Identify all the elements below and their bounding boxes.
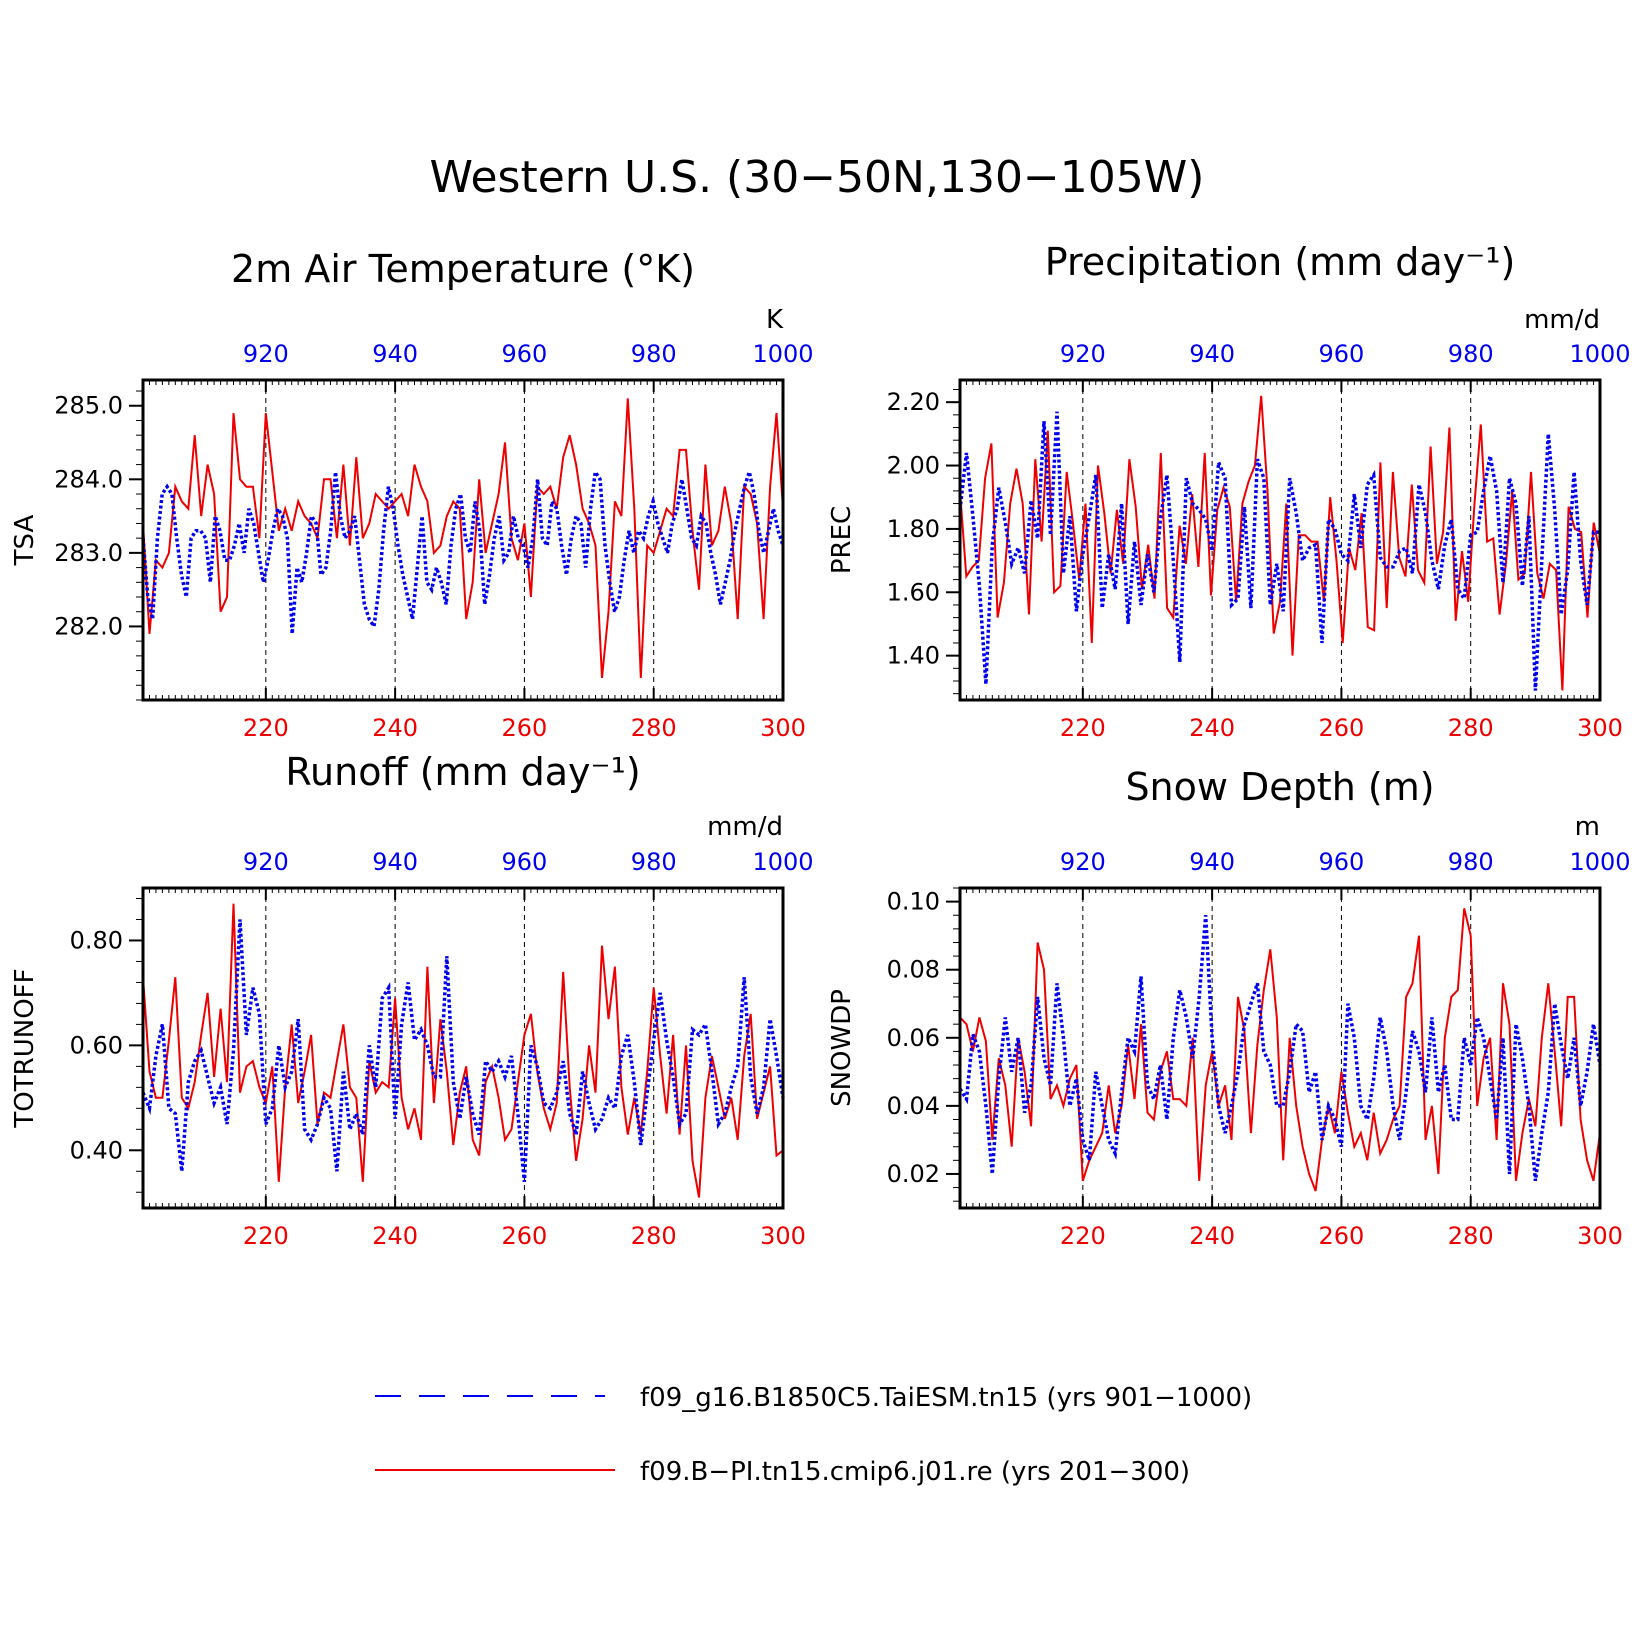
x-tick-label-top: 1000 — [1569, 848, 1630, 876]
x-tick-label-bottom: 240 — [1189, 714, 1235, 742]
figure-title: Western U.S. (30−50N,130−105W) — [430, 152, 1205, 203]
panel-3: Runoff (mm day⁻¹) mm/d TOTRUNOFF 220 920 240 9… — [10, 750, 814, 1250]
panel-title: Runoff (mm day⁻¹) — [285, 750, 640, 794]
x-tick-label-bottom: 260 — [1319, 714, 1365, 742]
x-tick-label-top: 920 — [243, 848, 289, 876]
legend-label-series-b: f09.B−PI.tn15.cmip6.j01.re (yrs 201−300) — [640, 1457, 1190, 1487]
x-tick-label-top: 980 — [631, 340, 677, 368]
x-tick-label-top: 960 — [502, 340, 548, 368]
series-line-b — [142, 398, 784, 678]
series-line-a — [958, 915, 1602, 1182]
series-line-a — [958, 411, 1600, 691]
y-tick-label: 285.0 — [54, 392, 123, 420]
x-tick-label-bottom: 280 — [631, 1222, 677, 1250]
x-tick-label-top: 960 — [1319, 848, 1365, 876]
x-tick-label-bottom: 280 — [1448, 714, 1494, 742]
x-tick-label-bottom: 220 — [243, 1222, 289, 1250]
x-tick-label-bottom: 260 — [1319, 1222, 1365, 1250]
y-tick-label: 1.60 — [887, 578, 940, 606]
y-tick-label: 284.0 — [54, 465, 123, 493]
plot-frame — [958, 886, 1602, 1210]
y-tick-label: 1.40 — [887, 642, 940, 670]
x-tick-label-top: 980 — [631, 848, 677, 876]
x-tick-label-bottom: 300 — [1577, 1222, 1623, 1250]
y-tick-label: 1.80 — [887, 515, 940, 543]
y-tick-label: 0.60 — [70, 1031, 123, 1059]
panel-4: Snow Depth (m) m SNOWDP 220 920 240 940 260 960 2… — [827, 765, 1631, 1250]
y-tick-label: 0.08 — [887, 956, 940, 984]
panel-title: 2m Air Temperature (°K) — [231, 247, 695, 291]
panel-title: Precipitation (mm day⁻¹) — [1045, 240, 1516, 284]
unit-label: K — [766, 305, 784, 335]
y-tick-label: 0.04 — [887, 1092, 940, 1120]
y-axis-label: PREC — [827, 506, 857, 574]
x-tick-label-top: 920 — [1060, 848, 1106, 876]
x-tick-label-bottom: 280 — [631, 714, 677, 742]
y-tick-label: 283.0 — [54, 539, 123, 567]
unit-label: m — [1575, 812, 1600, 842]
x-tick-label-bottom: 300 — [760, 714, 806, 742]
panel-1: 2m Air Temperature (°K) K TSA 220 920 240 940 2… — [10, 247, 814, 742]
y-tick-label: 0.06 — [887, 1024, 940, 1052]
x-tick-label-top: 1000 — [752, 848, 813, 876]
x-tick-label-top: 960 — [502, 848, 548, 876]
x-tick-label-top: 940 — [1189, 340, 1235, 368]
x-tick-label-top: 1000 — [1569, 340, 1630, 368]
x-tick-label-top: 980 — [1448, 848, 1494, 876]
series-line-b — [959, 395, 1601, 691]
x-tick-label-top: 920 — [1060, 340, 1106, 368]
x-tick-label-bottom: 280 — [1448, 1222, 1494, 1250]
x-tick-label-bottom: 220 — [1060, 1222, 1106, 1250]
y-axis-label: SNOWDP — [827, 989, 857, 1107]
y-axis-label: TOTRUNOFF — [10, 968, 40, 1128]
series-line-b — [142, 903, 784, 1198]
x-tick-label-bottom: 240 — [372, 1222, 418, 1250]
y-tick-label: 0.02 — [887, 1160, 940, 1188]
x-tick-label-top: 920 — [243, 340, 289, 368]
plot-frame — [958, 378, 1602, 702]
legend: f09_g16.B1850C5.TaiESM.tn15 (yrs 901−100… — [375, 1383, 1252, 1487]
x-tick-label-top: 1000 — [752, 340, 813, 368]
x-tick-label-bottom: 260 — [502, 1222, 548, 1250]
x-tick-label-top: 940 — [1189, 848, 1235, 876]
y-axis-label: TSA — [10, 514, 40, 566]
x-tick-label-top: 960 — [1319, 340, 1365, 368]
x-tick-label-bottom: 240 — [372, 714, 418, 742]
plot-frame — [141, 378, 785, 702]
x-tick-label-bottom: 240 — [1189, 1222, 1235, 1250]
x-tick-label-top: 980 — [1448, 340, 1494, 368]
y-tick-label: 282.0 — [54, 612, 123, 640]
unit-label: mm/d — [707, 812, 783, 842]
y-tick-label: 0.40 — [70, 1136, 123, 1164]
series-line-a — [141, 919, 785, 1182]
panels: 2m Air Temperature (°K) K TSA 220 920 240 940 2… — [10, 240, 1631, 1250]
unit-label: mm/d — [1524, 305, 1600, 335]
x-tick-label-bottom: 220 — [243, 714, 289, 742]
panel-title: Snow Depth (m) — [1125, 765, 1434, 809]
x-tick-label-bottom: 300 — [760, 1222, 806, 1250]
x-tick-label-top: 940 — [372, 848, 418, 876]
series-line-b — [959, 908, 1601, 1192]
y-tick-label: 2.00 — [887, 452, 940, 480]
x-tick-label-top: 940 — [372, 340, 418, 368]
x-tick-label-bottom: 260 — [502, 714, 548, 742]
plot-frame — [141, 886, 785, 1210]
y-tick-label: 0.80 — [70, 926, 123, 954]
y-tick-label: 2.20 — [887, 388, 940, 416]
x-tick-label-bottom: 220 — [1060, 714, 1106, 742]
y-tick-label: 0.10 — [887, 888, 940, 916]
panel-2: Precipitation (mm day⁻¹) mm/d PREC 220 920 24… — [827, 240, 1631, 742]
legend-label-series-a: f09_g16.B1850C5.TaiESM.tn15 (yrs 901−100… — [640, 1383, 1252, 1413]
x-tick-label-bottom: 300 — [1577, 714, 1623, 742]
